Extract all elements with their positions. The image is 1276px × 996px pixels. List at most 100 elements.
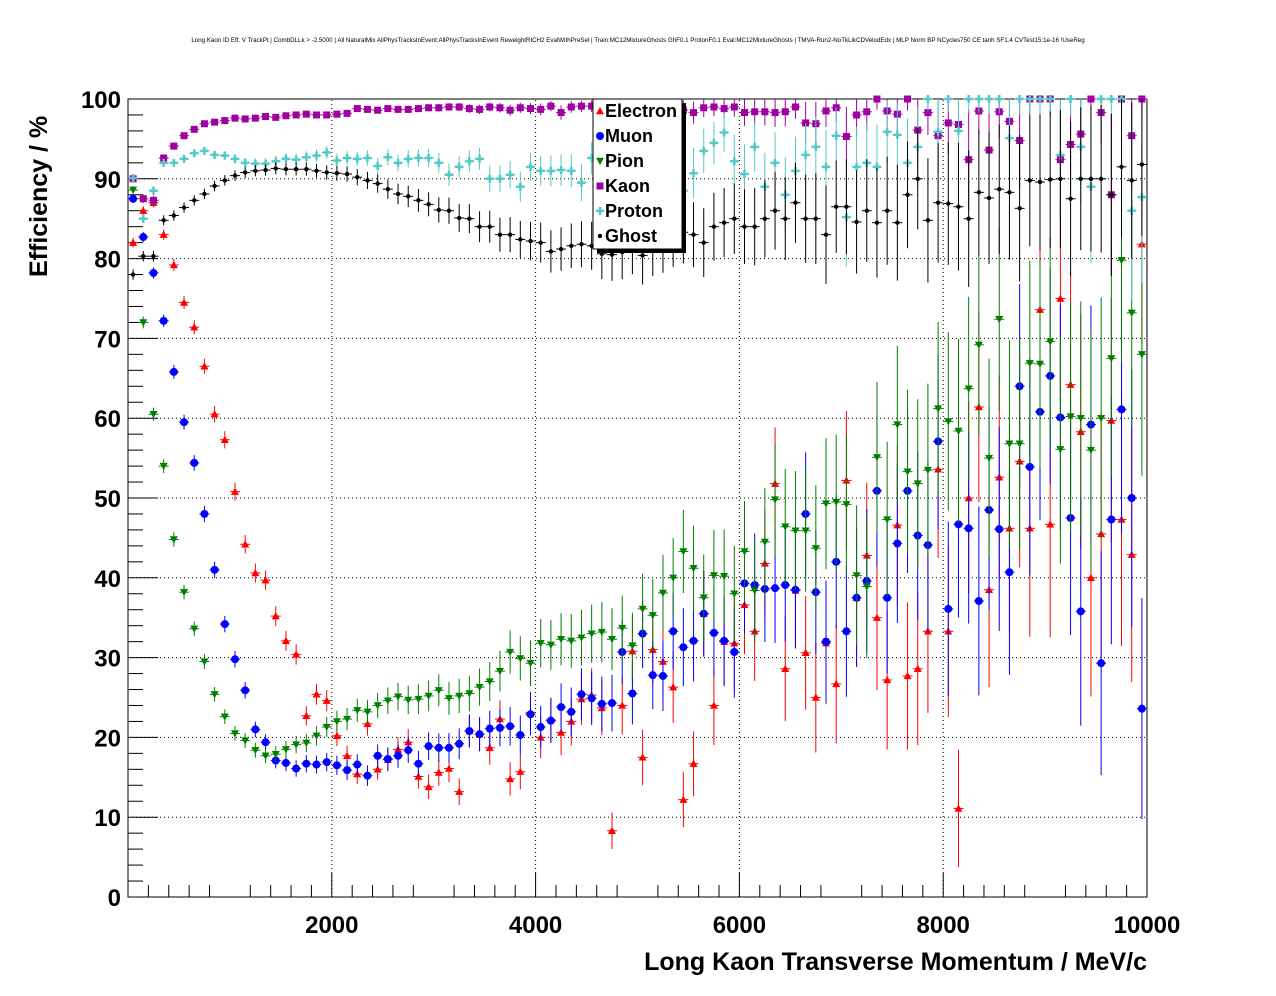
data-point [253,168,258,174]
data-point [192,198,197,203]
data-point [324,170,329,175]
data-point [149,196,157,204]
data-point [485,678,494,686]
data-point [803,216,808,221]
data-point [465,157,474,166]
data-point [465,105,473,113]
data-point [302,110,310,118]
data-point [149,411,158,419]
data-point [884,208,890,213]
data-point [546,641,555,649]
data-point [822,637,831,646]
data-point [557,636,566,644]
data-point [874,220,880,225]
data-point [273,166,278,171]
data-series [128,95,1147,868]
data-point [465,727,474,736]
data-point [802,119,810,127]
data-point [689,169,698,178]
data-point [536,640,545,648]
y-tick-label: 10 [94,805,121,832]
data-point [241,158,250,167]
data-point [1058,176,1063,181]
data-point [322,148,331,157]
data-point [211,118,219,126]
data-point [893,130,902,139]
data-point [312,151,321,160]
data-point [180,132,188,140]
data-point [261,738,270,747]
data-point [363,154,372,163]
data-point [261,752,270,760]
data-point [628,689,637,698]
x-tick-label: 10000 [1114,912,1181,939]
data-point [302,711,311,720]
data-point [161,218,166,223]
data-point [854,219,859,225]
data-point [385,186,391,192]
data-point [618,701,627,709]
data-point [170,142,178,150]
data-point [709,572,718,580]
data-point [149,268,158,277]
data-point [281,758,290,767]
data-point [424,692,433,700]
y-tick-label: 70 [94,326,121,353]
data-point [1046,338,1055,346]
data-point [689,759,698,767]
data-point [414,695,423,704]
y-tick-label: 20 [94,725,121,752]
data-point [548,249,554,254]
data-point [974,341,983,349]
data-point [506,774,515,783]
data-point [995,95,1004,103]
data-point [200,509,209,518]
data-point [1056,446,1065,454]
data-point [434,768,443,776]
data-point [577,102,585,110]
data-point [557,703,566,712]
data-point [129,186,138,194]
data-point [200,362,209,370]
data-point [1109,192,1114,197]
x-axis-title: Long Kaon Transverse Momentum / MeV/c [644,948,1147,976]
data-point [455,162,464,171]
data-point [180,418,189,427]
data-point [883,593,892,602]
data-point [761,108,769,116]
data-point [546,166,555,175]
data-point [353,105,361,113]
data-point [455,787,464,795]
data-point [783,216,788,221]
data-point [241,737,250,745]
data-point [801,527,810,535]
data-point [516,182,525,191]
data-point [954,520,963,529]
data-point [567,637,576,645]
data-point [130,272,136,277]
data-point [475,683,484,692]
data-point [302,759,311,768]
data-point [997,186,1002,192]
data-point [281,746,290,754]
data-point [781,664,790,672]
data-point [1078,176,1083,181]
data-point [944,95,953,103]
data-point [801,648,810,657]
data-point [241,540,250,548]
data-point [579,242,584,247]
data-point [844,204,849,209]
data-point [1046,520,1055,528]
x-tick-label: 2000 [305,912,358,939]
data-point [404,105,412,113]
data-point [416,198,421,203]
data-point [365,178,370,183]
data-point [730,103,738,111]
data-point [1086,446,1095,455]
data-point [1086,573,1095,581]
data-point [139,319,148,327]
data-point [444,695,453,703]
data-point [383,153,392,162]
data-point [1098,176,1104,181]
data-point [872,454,881,462]
